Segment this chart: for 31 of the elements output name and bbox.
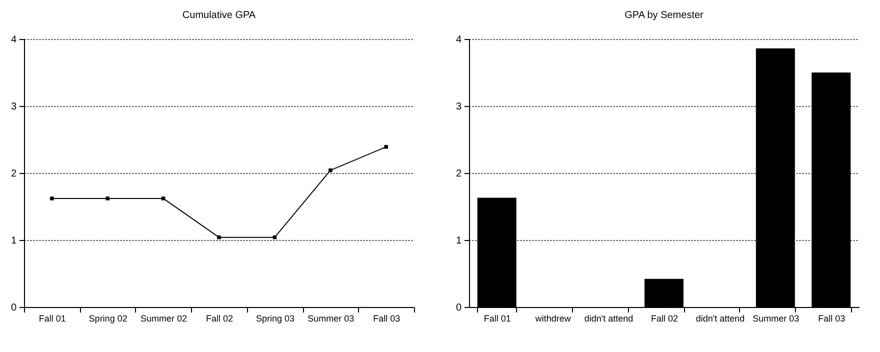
y-tick-label: 3 (456, 102, 462, 112)
x-tick-label: Fall 02 (206, 314, 234, 324)
point (217, 235, 221, 240)
y-tick-label: 0 (456, 302, 462, 314)
x-tick-label: Spring 02 (88, 314, 128, 324)
x-tick-label: Fall 01 (38, 314, 66, 324)
x-tick-label: Fall 01 (484, 314, 511, 324)
x-tick-label: Fall 03 (818, 314, 846, 324)
point (50, 196, 54, 200)
x-tick-label: didn't attend (696, 314, 745, 324)
y-tick-label: 4 (10, 34, 17, 46)
point (161, 196, 166, 200)
y-tick-label: 1 (10, 236, 17, 246)
y-tick-label: 4 (456, 34, 462, 46)
chart-title: Cumulative GPA (182, 10, 256, 21)
x-tick-label: withdrew (534, 314, 572, 324)
x-tick-label: Spring 03 (256, 314, 294, 324)
x-tick-label: Fall 03 (373, 314, 400, 324)
x-tick-label: Summer 03 (752, 314, 800, 324)
y-tick-label: 0 (10, 302, 17, 314)
point (328, 168, 332, 172)
x-tick-label: Summer 03 (308, 314, 354, 324)
y-tick-label: 2 (10, 168, 17, 180)
x-tick-label: Summer 02 (140, 314, 188, 324)
chart-title: GPA by Semester (624, 10, 704, 21)
y-tick-label: 2 (456, 168, 462, 180)
point (106, 196, 110, 200)
x-tick-label: Fall 02 (650, 314, 678, 324)
x-tick-label: didn't attend (584, 314, 634, 324)
y-tick-label: 1 (456, 236, 462, 246)
y-tick-label: 3 (10, 102, 17, 112)
